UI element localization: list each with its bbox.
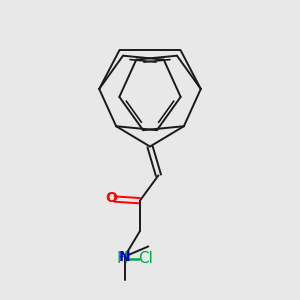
Text: N: N [119, 250, 130, 264]
Text: H: H [116, 251, 128, 266]
Text: Cl: Cl [138, 251, 153, 266]
Text: O: O [105, 190, 117, 205]
